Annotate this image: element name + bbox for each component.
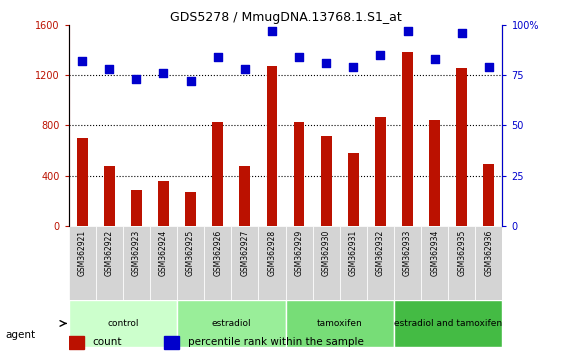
Text: GSM362924: GSM362924	[159, 230, 168, 276]
Bar	[177, 300, 286, 347]
Text: GSM362930: GSM362930	[321, 230, 331, 276]
Bar	[69, 300, 177, 347]
Bar	[286, 300, 394, 347]
Bar	[484, 165, 494, 226]
Bar	[402, 52, 413, 226]
Bar	[131, 190, 142, 226]
Point	[267, 28, 276, 34]
Text: GSM362933: GSM362933	[403, 230, 412, 276]
Text: estradiol: estradiol	[211, 319, 251, 328]
Text: GSM362931: GSM362931	[349, 230, 358, 276]
Text: estradiol and tamoxifen: estradiol and tamoxifen	[394, 319, 502, 328]
Text: count: count	[93, 337, 122, 348]
Point	[484, 64, 493, 70]
Bar	[367, 226, 394, 300]
Bar	[96, 226, 123, 300]
Text: GSM362923: GSM362923	[132, 230, 141, 276]
Text: GSM362934: GSM362934	[430, 230, 439, 276]
Point	[295, 54, 304, 60]
Text: percentile rank within the sample: percentile rank within the sample	[188, 337, 364, 348]
Point	[186, 78, 195, 84]
Bar	[158, 181, 169, 226]
Text: GSM362929: GSM362929	[295, 230, 304, 276]
Title: GDS5278 / MmugDNA.13768.1.S1_at: GDS5278 / MmugDNA.13768.1.S1_at	[170, 11, 401, 24]
Bar	[123, 226, 150, 300]
Bar	[204, 226, 231, 300]
Text: GSM362935: GSM362935	[457, 230, 467, 276]
Point	[132, 76, 141, 82]
Bar	[321, 136, 332, 226]
Text: GSM362936: GSM362936	[484, 230, 493, 276]
Point	[159, 70, 168, 76]
Bar	[104, 166, 115, 226]
Text: GSM362928: GSM362928	[267, 230, 276, 276]
Bar	[286, 226, 313, 300]
Bar	[267, 66, 278, 226]
Bar	[77, 138, 87, 226]
Point	[457, 30, 467, 36]
Bar	[231, 226, 258, 300]
Text: GSM362927: GSM362927	[240, 230, 250, 276]
Bar	[394, 300, 502, 347]
Point	[104, 66, 114, 72]
Bar	[69, 336, 84, 349]
Text: tamoxifen: tamoxifen	[317, 319, 363, 328]
Bar	[421, 226, 448, 300]
Bar	[475, 226, 502, 300]
Bar	[69, 226, 96, 300]
Bar	[177, 226, 204, 300]
Bar	[429, 120, 440, 226]
Bar	[313, 226, 340, 300]
Text: GSM362926: GSM362926	[213, 230, 222, 276]
Text: GSM362925: GSM362925	[186, 230, 195, 276]
Point	[321, 60, 331, 66]
Bar	[448, 226, 476, 300]
Text: control: control	[107, 319, 139, 328]
Point	[240, 66, 250, 72]
Bar	[375, 116, 386, 226]
Point	[213, 54, 222, 60]
Bar	[212, 122, 223, 226]
Point	[78, 58, 87, 64]
Point	[349, 64, 358, 70]
Point	[376, 52, 385, 58]
Text: GSM362922: GSM362922	[104, 230, 114, 276]
Bar	[340, 226, 367, 300]
Bar	[150, 226, 177, 300]
Bar	[293, 122, 304, 226]
Text: GSM362932: GSM362932	[376, 230, 385, 276]
Bar	[394, 226, 421, 300]
Text: GSM362921: GSM362921	[78, 230, 87, 276]
Bar	[456, 68, 467, 226]
Bar	[164, 336, 179, 349]
Bar	[348, 153, 359, 226]
Point	[430, 56, 439, 62]
Bar	[185, 192, 196, 226]
Bar	[239, 166, 250, 226]
Text: agent: agent	[6, 330, 36, 339]
Point	[403, 28, 412, 34]
Bar	[258, 226, 286, 300]
